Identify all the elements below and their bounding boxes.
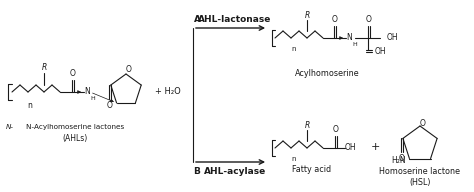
Text: n: n bbox=[292, 156, 296, 162]
Text: O: O bbox=[399, 154, 405, 163]
Text: O: O bbox=[366, 16, 372, 25]
Text: O: O bbox=[332, 16, 338, 25]
Text: R: R bbox=[41, 64, 46, 73]
Text: OH: OH bbox=[345, 142, 356, 151]
Text: O: O bbox=[107, 101, 113, 110]
Text: n: n bbox=[292, 46, 296, 52]
Text: N: N bbox=[84, 87, 90, 95]
Text: Homoserine lactone: Homoserine lactone bbox=[380, 167, 461, 176]
Text: OH: OH bbox=[374, 46, 386, 55]
Text: (HSL): (HSL) bbox=[409, 177, 431, 186]
Text: H: H bbox=[353, 42, 357, 47]
Text: AHL-acylase: AHL-acylase bbox=[204, 167, 266, 176]
Text: N: N bbox=[346, 32, 352, 41]
Text: + H₂O: + H₂O bbox=[155, 88, 181, 97]
Text: OH: OH bbox=[387, 32, 399, 41]
Text: H₂N: H₂N bbox=[391, 156, 405, 165]
Text: N-Acylhomoserine lactones: N-Acylhomoserine lactones bbox=[26, 124, 124, 130]
Text: B: B bbox=[193, 167, 201, 176]
Text: (AHLs): (AHLs) bbox=[63, 135, 88, 143]
Text: O: O bbox=[420, 118, 426, 127]
Text: O: O bbox=[70, 70, 76, 79]
Text: H: H bbox=[91, 97, 95, 102]
Text: R: R bbox=[304, 11, 310, 20]
Text: O: O bbox=[126, 65, 132, 74]
Text: R: R bbox=[304, 121, 310, 129]
Text: O: O bbox=[333, 126, 339, 135]
Text: Fatty acid: Fatty acid bbox=[292, 166, 331, 175]
Text: n: n bbox=[27, 100, 32, 109]
Text: N-: N- bbox=[6, 124, 14, 130]
Text: +: + bbox=[370, 142, 380, 152]
Text: Acylhomoserine: Acylhomoserine bbox=[295, 69, 359, 78]
Text: AHL-lactonase: AHL-lactonase bbox=[198, 16, 272, 25]
Text: A: A bbox=[193, 16, 201, 25]
